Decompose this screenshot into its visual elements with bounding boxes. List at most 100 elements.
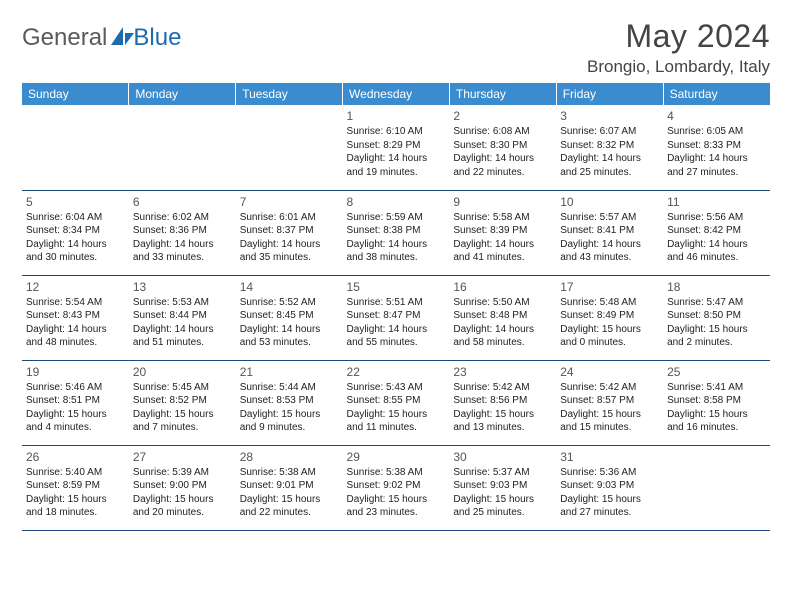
day-info: Sunrise: 5:43 AMSunset: 8:55 PMDaylight:…: [347, 381, 446, 435]
day-number: 22: [347, 364, 446, 380]
calendar-day-cell: [22, 105, 129, 190]
day-number: 19: [26, 364, 125, 380]
day-info: Sunrise: 5:38 AMSunset: 9:02 PMDaylight:…: [347, 466, 446, 520]
calendar-day-cell: 14Sunrise: 5:52 AMSunset: 8:45 PMDayligh…: [236, 275, 343, 360]
location-text: Brongio, Lombardy, Italy: [587, 57, 770, 77]
calendar-day-cell: 6Sunrise: 6:02 AMSunset: 8:36 PMDaylight…: [129, 190, 236, 275]
logo: General Blue: [22, 24, 181, 52]
day-header: Monday: [129, 83, 236, 105]
day-info: Sunrise: 6:04 AMSunset: 8:34 PMDaylight:…: [26, 211, 125, 265]
day-info: Sunrise: 6:08 AMSunset: 8:30 PMDaylight:…: [453, 125, 552, 179]
calendar-day-cell: 1Sunrise: 6:10 AMSunset: 8:29 PMDaylight…: [343, 105, 450, 190]
calendar-day-cell: 27Sunrise: 5:39 AMSunset: 9:00 PMDayligh…: [129, 445, 236, 530]
day-number: 23: [453, 364, 552, 380]
calendar-day-cell: 2Sunrise: 6:08 AMSunset: 8:30 PMDaylight…: [449, 105, 556, 190]
day-info: Sunrise: 6:10 AMSunset: 8:29 PMDaylight:…: [347, 125, 446, 179]
calendar-day-cell: 24Sunrise: 5:42 AMSunset: 8:57 PMDayligh…: [556, 360, 663, 445]
calendar-day-cell: 18Sunrise: 5:47 AMSunset: 8:50 PMDayligh…: [663, 275, 770, 360]
logo-general: General: [22, 24, 107, 52]
day-number: 21: [240, 364, 339, 380]
day-info: Sunrise: 5:38 AMSunset: 9:01 PMDaylight:…: [240, 466, 339, 520]
day-number: 16: [453, 279, 552, 295]
calendar-day-cell: 5Sunrise: 6:04 AMSunset: 8:34 PMDaylight…: [22, 190, 129, 275]
day-number: 30: [453, 449, 552, 465]
calendar-day-cell: [663, 445, 770, 530]
day-header-row: SundayMondayTuesdayWednesdayThursdayFrid…: [22, 83, 770, 105]
day-info: Sunrise: 5:39 AMSunset: 9:00 PMDaylight:…: [133, 466, 232, 520]
day-number: 29: [347, 449, 446, 465]
calendar-day-cell: 23Sunrise: 5:42 AMSunset: 8:56 PMDayligh…: [449, 360, 556, 445]
calendar-week-row: 12Sunrise: 5:54 AMSunset: 8:43 PMDayligh…: [22, 275, 770, 360]
calendar-day-cell: [129, 105, 236, 190]
calendar-day-cell: 13Sunrise: 5:53 AMSunset: 8:44 PMDayligh…: [129, 275, 236, 360]
day-info: Sunrise: 5:42 AMSunset: 8:57 PMDaylight:…: [560, 381, 659, 435]
calendar-day-cell: 19Sunrise: 5:46 AMSunset: 8:51 PMDayligh…: [22, 360, 129, 445]
month-title: May 2024: [587, 18, 770, 55]
calendar-day-cell: 21Sunrise: 5:44 AMSunset: 8:53 PMDayligh…: [236, 360, 343, 445]
day-info: Sunrise: 6:01 AMSunset: 8:37 PMDaylight:…: [240, 211, 339, 265]
day-info: Sunrise: 5:51 AMSunset: 8:47 PMDaylight:…: [347, 296, 446, 350]
calendar-day-cell: 26Sunrise: 5:40 AMSunset: 8:59 PMDayligh…: [22, 445, 129, 530]
day-header: Thursday: [449, 83, 556, 105]
day-number: 12: [26, 279, 125, 295]
day-number: 18: [667, 279, 766, 295]
calendar-day-cell: 31Sunrise: 5:36 AMSunset: 9:03 PMDayligh…: [556, 445, 663, 530]
calendar-day-cell: 4Sunrise: 6:05 AMSunset: 8:33 PMDaylight…: [663, 105, 770, 190]
calendar-day-cell: 3Sunrise: 6:07 AMSunset: 8:32 PMDaylight…: [556, 105, 663, 190]
day-info: Sunrise: 5:47 AMSunset: 8:50 PMDaylight:…: [667, 296, 766, 350]
calendar-week-row: 5Sunrise: 6:04 AMSunset: 8:34 PMDaylight…: [22, 190, 770, 275]
day-info: Sunrise: 5:59 AMSunset: 8:38 PMDaylight:…: [347, 211, 446, 265]
calendar-week-row: 1Sunrise: 6:10 AMSunset: 8:29 PMDaylight…: [22, 105, 770, 190]
day-info: Sunrise: 5:41 AMSunset: 8:58 PMDaylight:…: [667, 381, 766, 435]
day-header: Wednesday: [343, 83, 450, 105]
calendar-day-cell: 30Sunrise: 5:37 AMSunset: 9:03 PMDayligh…: [449, 445, 556, 530]
calendar-day-cell: 20Sunrise: 5:45 AMSunset: 8:52 PMDayligh…: [129, 360, 236, 445]
day-info: Sunrise: 5:42 AMSunset: 8:56 PMDaylight:…: [453, 381, 552, 435]
day-number: 5: [26, 194, 125, 210]
day-number: 25: [667, 364, 766, 380]
day-info: Sunrise: 6:05 AMSunset: 8:33 PMDaylight:…: [667, 125, 766, 179]
day-number: 2: [453, 108, 552, 124]
day-number: 27: [133, 449, 232, 465]
day-number: 10: [560, 194, 659, 210]
logo-blue: Blue: [133, 24, 181, 52]
day-number: 28: [240, 449, 339, 465]
day-number: 20: [133, 364, 232, 380]
page-container: General Blue May 2024 Brongio, Lombardy,…: [0, 0, 792, 541]
calendar-day-cell: 12Sunrise: 5:54 AMSunset: 8:43 PMDayligh…: [22, 275, 129, 360]
calendar-table: SundayMondayTuesdayWednesdayThursdayFrid…: [22, 83, 770, 531]
day-header: Tuesday: [236, 83, 343, 105]
sail-icon: [109, 25, 135, 52]
day-number: 4: [667, 108, 766, 124]
day-number: 13: [133, 279, 232, 295]
day-info: Sunrise: 5:45 AMSunset: 8:52 PMDaylight:…: [133, 381, 232, 435]
calendar-day-cell: 11Sunrise: 5:56 AMSunset: 8:42 PMDayligh…: [663, 190, 770, 275]
day-header: Sunday: [22, 83, 129, 105]
day-info: Sunrise: 5:58 AMSunset: 8:39 PMDaylight:…: [453, 211, 552, 265]
day-info: Sunrise: 5:48 AMSunset: 8:49 PMDaylight:…: [560, 296, 659, 350]
day-number: 26: [26, 449, 125, 465]
day-info: Sunrise: 5:56 AMSunset: 8:42 PMDaylight:…: [667, 211, 766, 265]
calendar-day-cell: 7Sunrise: 6:01 AMSunset: 8:37 PMDaylight…: [236, 190, 343, 275]
day-info: Sunrise: 6:02 AMSunset: 8:36 PMDaylight:…: [133, 211, 232, 265]
header-row: General Blue May 2024 Brongio, Lombardy,…: [22, 18, 770, 77]
day-info: Sunrise: 6:07 AMSunset: 8:32 PMDaylight:…: [560, 125, 659, 179]
day-number: 7: [240, 194, 339, 210]
calendar-week-row: 26Sunrise: 5:40 AMSunset: 8:59 PMDayligh…: [22, 445, 770, 530]
day-number: 11: [667, 194, 766, 210]
calendar-day-cell: [236, 105, 343, 190]
day-info: Sunrise: 5:36 AMSunset: 9:03 PMDaylight:…: [560, 466, 659, 520]
calendar-day-cell: 25Sunrise: 5:41 AMSunset: 8:58 PMDayligh…: [663, 360, 770, 445]
day-info: Sunrise: 5:40 AMSunset: 8:59 PMDaylight:…: [26, 466, 125, 520]
day-header: Friday: [556, 83, 663, 105]
calendar-day-cell: 15Sunrise: 5:51 AMSunset: 8:47 PMDayligh…: [343, 275, 450, 360]
day-number: 6: [133, 194, 232, 210]
day-number: 14: [240, 279, 339, 295]
day-info: Sunrise: 5:44 AMSunset: 8:53 PMDaylight:…: [240, 381, 339, 435]
day-info: Sunrise: 5:57 AMSunset: 8:41 PMDaylight:…: [560, 211, 659, 265]
day-number: 1: [347, 108, 446, 124]
day-header: Saturday: [663, 83, 770, 105]
day-info: Sunrise: 5:54 AMSunset: 8:43 PMDaylight:…: [26, 296, 125, 350]
day-info: Sunrise: 5:46 AMSunset: 8:51 PMDaylight:…: [26, 381, 125, 435]
day-number: 9: [453, 194, 552, 210]
